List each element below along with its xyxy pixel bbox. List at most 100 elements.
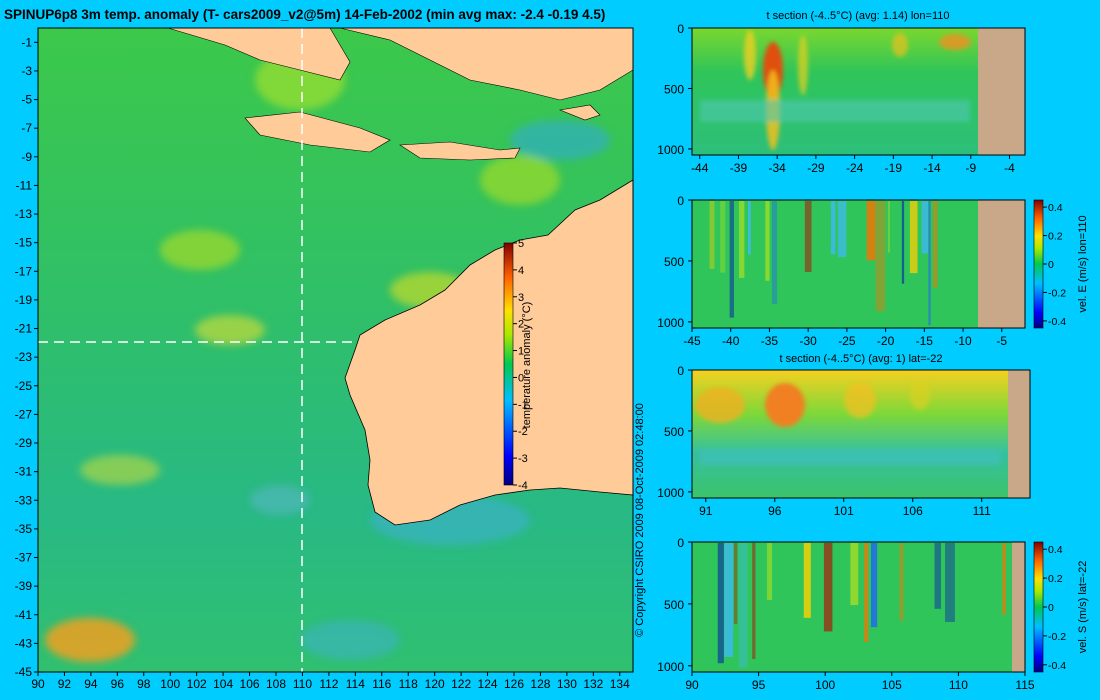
panel4-x-tick-label: 95 <box>752 678 766 692</box>
map-y-tick-label: -19 <box>15 293 33 307</box>
panel1-x-tick-label: -34 <box>769 161 787 175</box>
panel4-x-tick-label: 90 <box>685 678 699 692</box>
main-colorbar-ramp <box>503 242 514 486</box>
map-x-tick-label: 100 <box>160 677 180 691</box>
panel2-colorbar-tick-label: 0.4 <box>1048 202 1063 214</box>
panel1-title: t section (-4..5°C) (avg: 1.14) lon=110 <box>766 10 949 22</box>
panel2-x-tick-label: -5 <box>996 334 1007 348</box>
map-y-tick-label: -37 <box>15 551 33 565</box>
panel-vel-e-lon <box>691 199 1044 329</box>
map-x-tick-label: 128 <box>530 677 550 691</box>
map-x-tick-label: 92 <box>58 677 72 691</box>
panel3-x-tick-label: 106 <box>903 504 923 518</box>
panel2-land <box>978 200 1025 328</box>
panel4-colorbar-tick-label: -0.2 <box>1048 631 1066 643</box>
panel2-colorbar-tick-label: -0.2 <box>1048 287 1066 299</box>
panel-t-section-lon <box>691 27 1026 156</box>
map-x-tick-label: 124 <box>478 677 498 691</box>
main-colorbar-tick-label: -3 <box>518 453 528 465</box>
map-x-tick-label: 108 <box>266 677 286 691</box>
main-colorbar-tick-label: 3 <box>518 292 524 304</box>
map-x-tick-label: 98 <box>137 677 151 691</box>
panel3-frame <box>691 369 1031 499</box>
panel1-y-tick-label: 500 <box>664 82 684 96</box>
panel2-x-tick-label: -35 <box>761 334 779 348</box>
panel2-colorbar-tick-label: 0.2 <box>1048 231 1063 243</box>
copyright-note: © Copyright CSIRO 2009 08-Oct-2009 02:48… <box>634 403 646 637</box>
lesser-sunda-landmass <box>399 141 521 161</box>
map-y-tick-label: -7 <box>21 121 32 135</box>
panel4-colorbar-tick-label: 0.4 <box>1048 544 1063 556</box>
panel1-x-tick-label: -44 <box>691 161 709 175</box>
panel-t-section-lat <box>691 369 1031 499</box>
panel4-frame <box>691 541 1026 673</box>
panel2-x-tick-label: -40 <box>722 334 740 348</box>
panel4-x-tick-label: 115 <box>1015 678 1034 692</box>
panel2-x-tick-label: -30 <box>799 334 817 348</box>
main-colorbar-label: temperature anomaly (°C) <box>521 302 533 429</box>
main-colorbar-ticks: 5 4 3 2 1 0 -1 -2 -3 -4 <box>513 238 528 492</box>
panel1-field <box>692 28 978 155</box>
panel1-land <box>978 28 1025 155</box>
map-y-tick-label: -25 <box>15 379 33 393</box>
map-x-tick-label: 120 <box>425 677 445 691</box>
panel2-y-tick-label: 0 <box>677 194 684 208</box>
main-colorbar-tick-label: 5 <box>518 238 524 250</box>
panel1-x-tick-label: -24 <box>846 161 864 175</box>
panel4-y-tick-label: 1000 <box>657 660 684 674</box>
panel2-y-tick-label: 1000 <box>657 316 684 330</box>
map-y-tick-label: -11 <box>16 178 33 192</box>
panel2-colorbar-ramp <box>1033 199 1044 329</box>
map-x-tick-label: 106 <box>240 677 260 691</box>
map-x-tick-label: 96 <box>111 677 125 691</box>
panel4-x-tick-label: 105 <box>882 678 902 692</box>
map-x-tick-label: 94 <box>84 677 98 691</box>
panel3-title: t section (-4..5°C) (avg: 1) lat=-22 <box>779 353 942 365</box>
panel1-x-tick-label: -19 <box>885 161 903 175</box>
panel2-x-tick-label: -25 <box>838 334 856 348</box>
map-y-tick-label: -13 <box>15 207 33 221</box>
panel3-y-tick-label: 1000 <box>657 486 684 500</box>
panel1-x-tick-label: -14 <box>923 161 941 175</box>
main-colorbar-tick-label: 2 <box>518 319 524 331</box>
panel-vel-s-lat <box>691 541 1044 673</box>
map-x-tick-label: 110 <box>293 677 312 691</box>
main-colorbar-tick-label: -1 <box>518 399 528 411</box>
panel2-frame <box>691 199 1026 329</box>
panel3-y-tick-label: 500 <box>664 425 684 439</box>
panel2-x-tick-label: -45 <box>683 334 701 348</box>
map-y-tick-label: -21 <box>15 322 33 336</box>
map-y-tick-label: -41 <box>15 608 33 622</box>
map-y-tick-label: -3 <box>21 64 32 78</box>
map-y-ticks: -1 -3 -5 -7 -9 -11 -13 -15 -17 -19 -21 -23 -25 -27 -29… <box>15 35 38 679</box>
panel3-x-tick-label: 91 <box>699 504 713 518</box>
map-y-tick-label: -23 <box>15 350 33 364</box>
panel1-x-tick-label: -4 <box>1004 161 1015 175</box>
map-x-tick-label: 112 <box>319 677 338 691</box>
map-x-tick-label: 122 <box>451 677 471 691</box>
map-x-tick-label: 114 <box>346 677 365 691</box>
panel3-y-tick-label: 0 <box>677 364 684 378</box>
map-y-tick-label: -1 <box>21 35 32 49</box>
panel1-x-tick-label: -29 <box>807 161 825 175</box>
panel2-colorbar-tick-label: -0.4 <box>1048 316 1066 328</box>
main-colorbar-tick-label: -2 <box>518 426 528 438</box>
map-x-tick-label: 118 <box>399 677 418 691</box>
java-landmass <box>244 111 391 153</box>
timor-landmass <box>558 104 601 121</box>
map-y-tick-label: -27 <box>15 407 33 421</box>
panel4-colorbar-tick-label: 0 <box>1048 602 1054 614</box>
map-x-tick-label: 104 <box>213 677 233 691</box>
map-x-tick-label: 102 <box>187 677 207 691</box>
panel2-y-tick-label: 500 <box>664 255 684 269</box>
map-y-tick-label: -9 <box>21 150 32 164</box>
main-colorbar: 5 4 3 2 1 0 -1 -2 -3 -4 <box>503 238 528 492</box>
panel2-colorbar-label: vel. E (m/s) lon=110 <box>1077 215 1089 312</box>
main-colorbar-tick-label: -4 <box>518 480 528 492</box>
main-colorbar-tick-label: 0 <box>518 372 524 384</box>
panel2-x-tick-label: -15 <box>916 334 934 348</box>
panel3-land <box>1008 370 1030 498</box>
panel1-frame <box>691 27 1026 156</box>
